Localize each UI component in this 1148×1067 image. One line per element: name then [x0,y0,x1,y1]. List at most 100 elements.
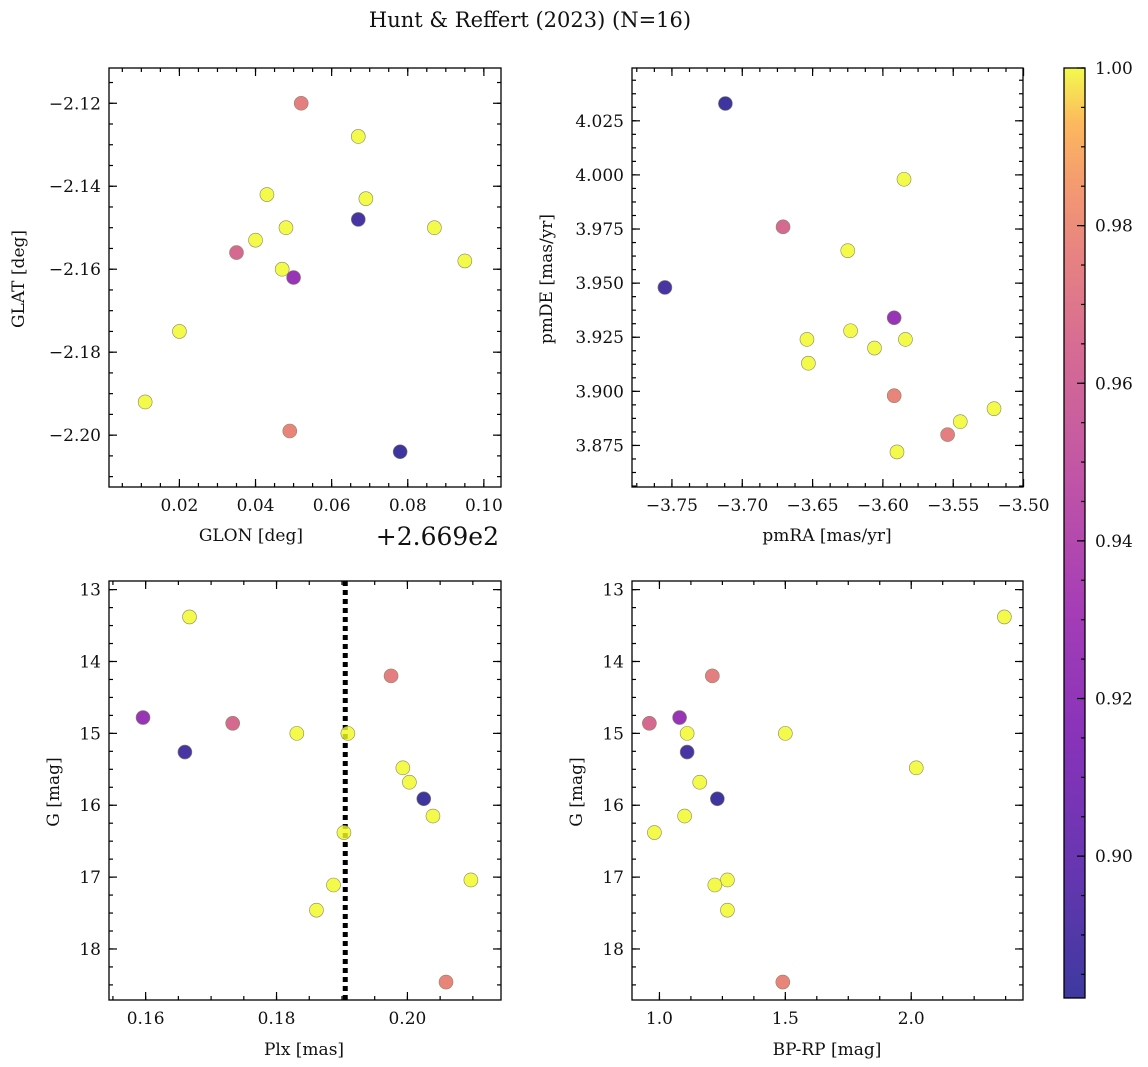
data-point [395,760,411,776]
data-point [225,716,240,731]
data-point [718,96,733,111]
axes-frame [631,67,1024,488]
x-tick-label: 0.18 [258,1009,296,1029]
colorbar: 0.90 0.92 0.94 0.96 0.98 1.00 [1063,59,1133,999]
data-point [886,310,902,326]
y-tick-label: 3.975 [575,220,624,240]
x-tick-label: 0.06 [313,496,351,516]
data-point [326,877,341,893]
data-point [657,280,673,295]
x-tick-label: 0.08 [389,496,427,516]
data-point [438,974,454,990]
data-point [248,232,263,248]
y-tick-label: −2.18 [49,343,101,363]
data-point [278,220,294,236]
data-point [309,902,324,918]
y-tick-label: 15 [79,724,101,744]
data-point [720,902,735,918]
data-point [135,710,151,725]
data-point [799,332,815,347]
data-point [705,668,720,684]
data-point [229,245,244,260]
data-point [952,414,968,429]
data-point [274,261,290,277]
xlabel-bprp: BP-RP [mag] [773,1040,882,1060]
data-point [692,774,708,790]
data-point [177,744,193,760]
x-tick-label: 2.0 [898,1009,925,1029]
data-point [801,355,816,371]
colorbar-ticks: 0.90 0.92 0.94 0.96 0.98 1.00 [1077,59,1133,975]
y-tick-label: 18 [602,940,624,960]
data-point [672,710,687,725]
x-tick-label: 0.16 [127,1009,165,1029]
data-point [427,220,442,236]
y-tick-label: 15 [602,724,624,744]
y-tick-label: −2.20 [49,426,101,446]
y-tick-label: 3.925 [575,328,624,348]
x-tick-label: −3.70 [716,496,768,516]
data-point [182,609,197,625]
x-tick-label: −3.75 [646,496,698,516]
y-tick-label: 4.025 [575,112,624,132]
plot-layer: 0.02 0.04 0.06 0.08 0.10 −2.20 −2.18 −2.16 −2.14… [49,67,1050,1029]
colorbar-tick-label: 0.98 [1095,217,1133,237]
data-point [642,716,657,731]
x-tick-label: 0.02 [160,496,198,516]
data-point [647,825,662,840]
ylabel-glat: GLAT [deg] [9,230,29,328]
y-tick-label: 3.875 [575,436,624,456]
data-point [425,808,441,824]
x-tick-label: 0.04 [237,496,275,516]
xlabel-plx: Plx [mas] [264,1040,344,1060]
ylabel-pmde: pmDE [mas/yr] [537,214,557,344]
panel-pmra-pmde: pmRA [mas/yr] pmDE [mas/yr] [537,214,892,546]
data-point [997,609,1012,625]
colorbar-tick-label: 1.00 [1095,59,1133,79]
y-tick-label: 16 [79,796,101,816]
data-point [843,323,858,339]
x-tick-label: −3.55 [927,496,979,516]
colorbar-tick-label: 0.90 [1095,847,1133,867]
y-tick-label: −2.16 [49,260,101,280]
data-point [350,212,366,227]
x-tick-label: 1.5 [772,1009,799,1029]
y-tick-label: −2.14 [49,177,101,197]
colorbar-tick-label: 0.96 [1095,374,1133,394]
x-tick-label: 0.10 [465,496,503,516]
y-tick-label: 4.000 [575,166,624,186]
x-tick-label: −3.65 [787,496,839,516]
data-point [350,129,366,144]
data-point [679,744,695,760]
data-point [710,791,725,807]
data-point [286,270,301,285]
data-point [336,825,352,840]
x-tick-label: −3.60 [857,496,909,516]
y-tick-label: 16 [602,796,624,816]
data-point [293,95,309,111]
data-point [282,423,298,439]
data-point [886,388,902,403]
data-point [986,401,1002,416]
x-tick-label: 0.20 [388,1009,426,1029]
data-point [289,726,305,741]
y-tick-label: 14 [79,652,101,672]
figure-title: Hunt & Reffert (2023) (N=16) [369,8,691,32]
data-point [340,726,356,741]
axes-plx-g: 0.16 0.18 0.20 13 14 15 16 17 18 [79,580,502,1029]
data-point [392,444,408,460]
data-point [416,791,432,807]
y-tick-label: −2.12 [49,94,101,114]
y-tick-label: 3.950 [575,274,624,294]
x-tick-label: 1.0 [646,1009,673,1029]
data-point [898,332,913,347]
xlabel-glon: GLON [deg] [199,526,303,546]
data-point [889,444,905,460]
axes-bprp-g: 1.0 1.5 2.0 13 14 15 16 17 18 [602,580,1024,1029]
axes-glon-glat: 0.02 0.04 0.06 0.08 0.10 −2.20 −2.18 −2.16 −2.14… [49,67,503,516]
data-point [867,340,882,356]
data-point [463,872,479,888]
data-point [383,668,399,684]
data-point [720,872,735,888]
data-point [775,974,791,990]
